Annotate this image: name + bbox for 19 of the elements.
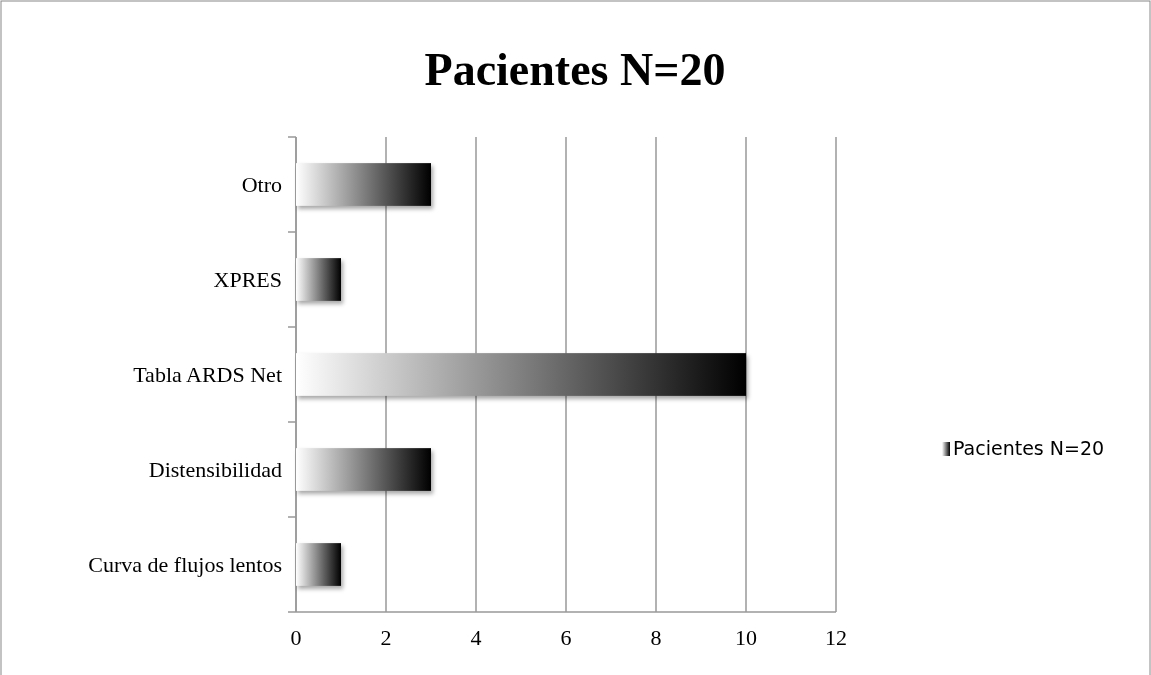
y-tick-label: Otro	[241, 171, 282, 197]
bar	[296, 448, 431, 491]
x-tick-label: 6	[560, 625, 572, 650]
legend-label: Pacientes N=20	[953, 437, 1105, 459]
x-tick-label: 12	[825, 625, 847, 650]
bar	[296, 163, 431, 206]
bar	[296, 543, 341, 586]
y-tick-label: Tabla ARDS Net	[133, 361, 282, 387]
y-tick-label: XPRES	[213, 266, 282, 292]
y-tick-label: Curva de flujos lentos	[88, 551, 282, 577]
x-tick-label: 8	[650, 625, 662, 650]
y-tick-label: Distensibilidad	[148, 456, 282, 482]
bar	[296, 258, 341, 301]
x-tick-label: 4	[470, 625, 482, 650]
x-tick-label: 10	[735, 625, 757, 650]
x-tick-label: 2	[380, 625, 392, 650]
chart-title: Pacientes N=20	[424, 44, 726, 95]
bar	[296, 353, 746, 396]
x-tick-label: 0	[290, 625, 302, 650]
